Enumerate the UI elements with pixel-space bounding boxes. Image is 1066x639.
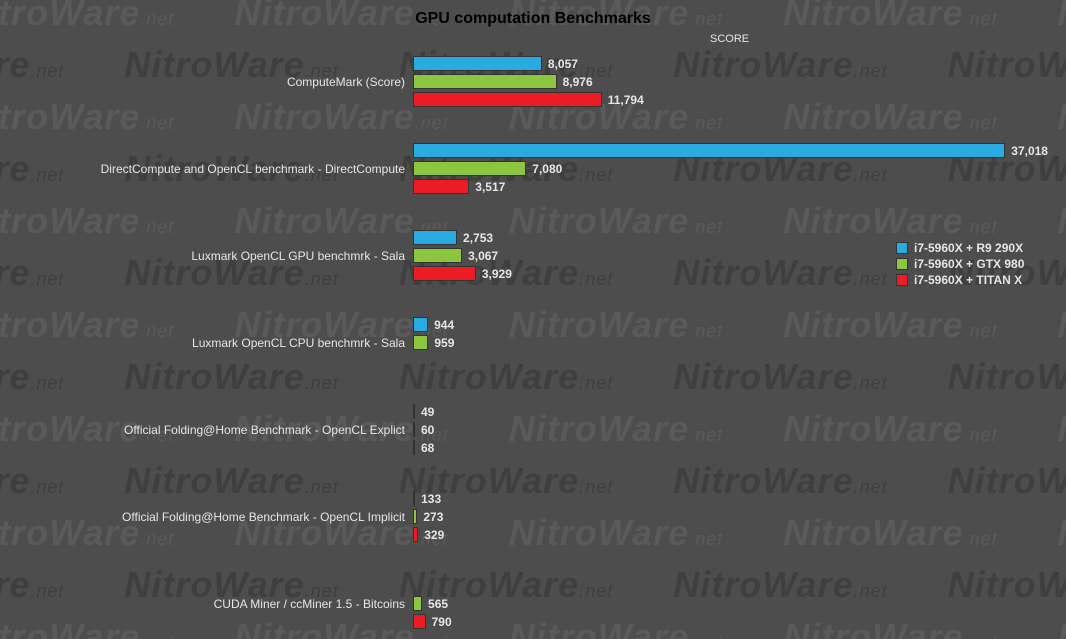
bar: [413, 179, 469, 194]
value-label: 3,067: [468, 249, 498, 263]
bar: [413, 92, 602, 107]
value-label: 133: [421, 492, 441, 506]
category-label: Official Folding@Home Benchmark - OpenCL…: [124, 423, 413, 437]
value-label: 68: [421, 441, 434, 455]
value-label: 11,794: [608, 93, 644, 107]
bar: [413, 230, 457, 245]
value-label: 3,517: [475, 180, 505, 194]
benchmark-chart: NitroWare.netNitroWare.netNitroWare.netN…: [0, 0, 1066, 639]
legend-swatch: [896, 258, 908, 270]
bar: [413, 614, 426, 629]
bar: [413, 440, 415, 455]
value-label: 60: [421, 423, 434, 437]
category-label: Luxmark OpenCL GPU benchmrk - Sala: [191, 249, 413, 263]
value-label: 944: [434, 318, 454, 332]
bar: [413, 248, 462, 263]
legend-item: i7-5960X + TITAN X: [896, 273, 1024, 287]
legend-label: i7-5960X + TITAN X: [914, 273, 1022, 287]
value-label: 959: [434, 336, 454, 350]
category-label: Luxmark OpenCL CPU benchmrk - Sala: [192, 336, 413, 350]
bar: [413, 422, 415, 437]
bar: [413, 317, 428, 332]
bar: [413, 56, 542, 71]
legend-label: i7-5960X + R9 290X: [914, 241, 1023, 255]
bar: [413, 509, 417, 524]
value-label: 49: [421, 405, 434, 419]
legend-item: i7-5960X + GTX 980: [896, 257, 1024, 271]
value-label: 7,080: [532, 162, 562, 176]
bar: [413, 335, 428, 350]
bar: [413, 266, 476, 281]
legend-item: i7-5960X + R9 290X: [896, 241, 1024, 255]
value-label: 273: [423, 510, 443, 524]
value-label: 790: [432, 615, 452, 629]
bar: [413, 596, 422, 611]
chart-title: GPU computation Benchmarks: [0, 10, 1066, 28]
value-label: 8,057: [548, 57, 578, 71]
value-label: 3,929: [482, 267, 512, 281]
value-label: 565: [428, 597, 448, 611]
legend-swatch: [896, 274, 908, 286]
value-label: 8,976: [563, 75, 593, 89]
bar: [413, 161, 526, 176]
bar: [413, 404, 415, 419]
bar: [413, 491, 415, 506]
value-label: 37,018: [1011, 144, 1048, 158]
legend-swatch: [896, 242, 908, 254]
bar: [413, 527, 418, 542]
legend: i7-5960X + R9 290X i7-5960X + GTX 980 i7-5…: [890, 235, 1030, 293]
legend-label: i7-5960X + GTX 980: [914, 257, 1024, 271]
category-label: DirectCompute and OpenCL benchmark - Dir…: [101, 162, 413, 176]
category-label: ComputeMark (Score): [287, 75, 413, 89]
value-label: 329: [424, 528, 444, 542]
category-label: CUDA Miner / ccMiner 1.5 - Bitcoins: [214, 597, 413, 611]
category-label: Official Folding@Home Benchmark - OpenCL…: [122, 510, 413, 524]
bar: [413, 74, 557, 89]
bar: [413, 143, 1005, 158]
plot-area: ComputeMark (Score)8,0578,97611,794Direc…: [413, 50, 1053, 625]
x-axis-title: SCORE: [710, 33, 749, 45]
value-label: 2,753: [463, 231, 493, 245]
